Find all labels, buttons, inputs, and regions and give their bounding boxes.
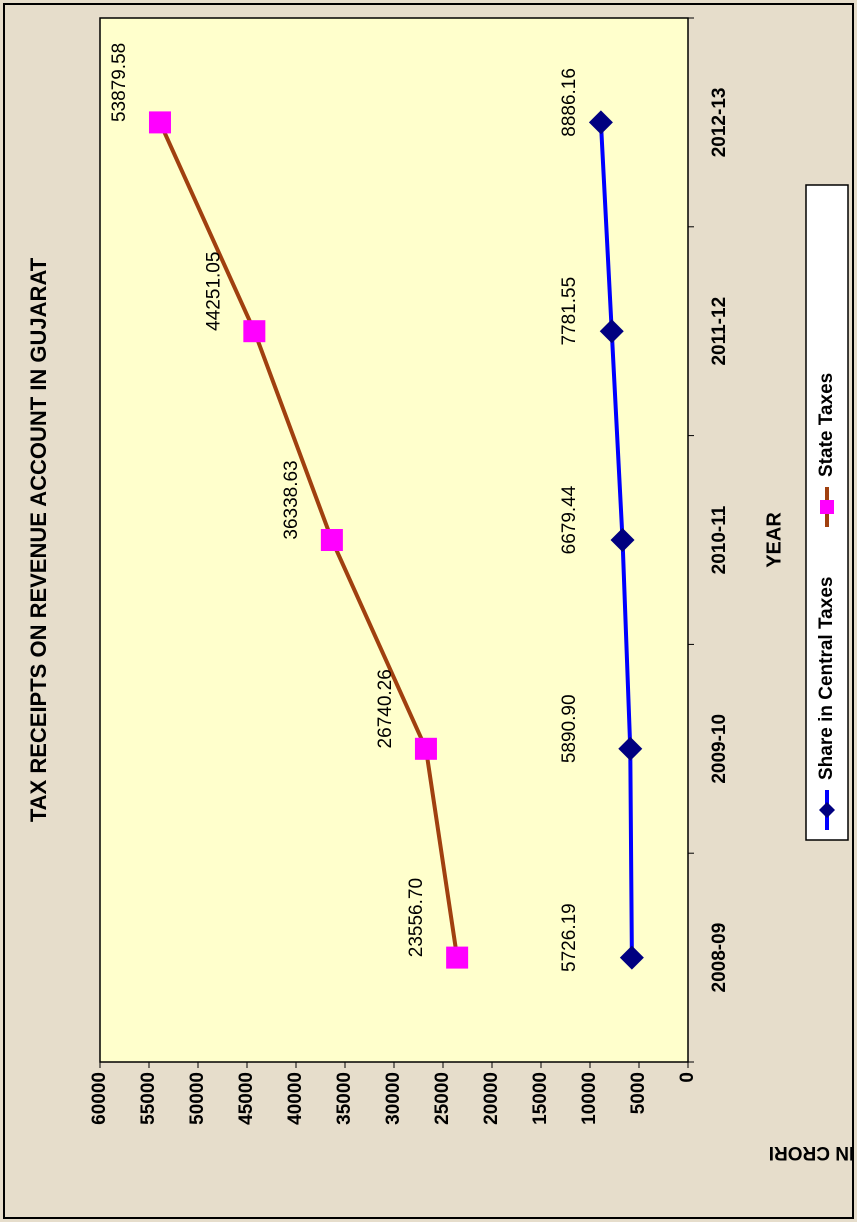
marker — [414, 737, 437, 760]
marker — [588, 110, 613, 135]
frame — [3, 3, 854, 1219]
data-label: 6679.44 — [559, 485, 580, 554]
x-tick-label: 2010-11 — [709, 505, 730, 574]
marker — [446, 946, 469, 969]
marker — [619, 945, 644, 970]
data-label: 5726.19 — [559, 903, 580, 972]
data-label: 8886.16 — [559, 68, 580, 137]
data-label: 23556.70 — [406, 878, 427, 957]
x-tick-label: 2012-13 — [709, 88, 730, 158]
data-label: 5890.90 — [559, 694, 580, 763]
x-tick-label: 2009-10 — [709, 714, 730, 784]
marker — [618, 736, 643, 761]
y-tick-label: 20000 — [481, 1072, 502, 1125]
marker — [243, 320, 266, 343]
data-label: 26740.26 — [375, 669, 396, 748]
marker — [320, 529, 343, 551]
y-tick-label: 5000 — [628, 1072, 649, 1114]
y-tick-label: 25000 — [432, 1072, 453, 1125]
marker — [148, 111, 171, 134]
y-tick-label: 35000 — [334, 1072, 355, 1125]
legend-marker — [820, 500, 834, 514]
y-tick-label: 45000 — [236, 1072, 257, 1125]
x-axis-title: YEAR — [763, 512, 785, 568]
y-tick-label: 60000 — [89, 1072, 110, 1125]
y-tick-label: 15000 — [530, 1072, 551, 1125]
chart-title: TAX RECEIPTS ON REVENUE ACCOUNT IN GUJAR… — [26, 257, 51, 822]
y-tick-label: 40000 — [285, 1072, 306, 1125]
marker — [610, 528, 635, 552]
data-label: 7781.55 — [559, 277, 580, 346]
plot-area — [99, 17, 689, 1063]
y-tick-label: 55000 — [138, 1072, 159, 1125]
y-tick-label: 0 — [677, 1072, 698, 1083]
legend-label: State Taxes — [816, 373, 837, 477]
data-label: 53879.58 — [109, 43, 130, 122]
rotated-chart: TAX RECEIPTS ON REVENUE ACCOUNT IN GUJAR… — [26, 17, 857, 1163]
legend-label: Share in Central Taxes — [816, 577, 837, 780]
y-tick-label: 30000 — [383, 1072, 404, 1125]
data-label: 36338.63 — [281, 460, 302, 539]
legend-marker — [819, 802, 835, 818]
x-tick-label: 2011-12 — [709, 297, 730, 366]
data-label: 44251.05 — [203, 252, 224, 331]
marker — [599, 319, 624, 344]
y-axis-title: RS. IN CRORI — [769, 1142, 857, 1163]
y-tick-label: 50000 — [187, 1072, 208, 1125]
y-tick-label: 10000 — [579, 1072, 600, 1125]
x-tick-label: 2008-09 — [709, 923, 730, 993]
